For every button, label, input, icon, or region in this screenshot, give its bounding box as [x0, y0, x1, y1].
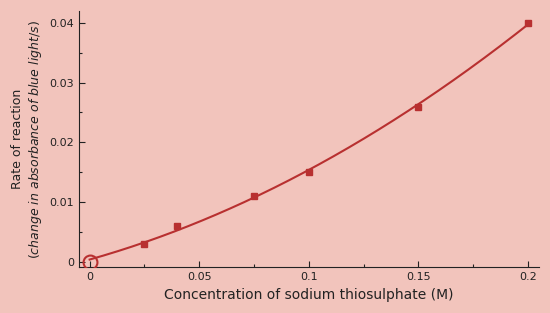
Y-axis label: Rate of reaction
$\it{(change\ in\ absorbance\ of\ blue\ light/s)}$: Rate of reaction $\it{(change\ in\ absor…: [11, 20, 43, 259]
X-axis label: Concentration of sodium thiosulphate (M): Concentration of sodium thiosulphate (M): [164, 288, 454, 302]
